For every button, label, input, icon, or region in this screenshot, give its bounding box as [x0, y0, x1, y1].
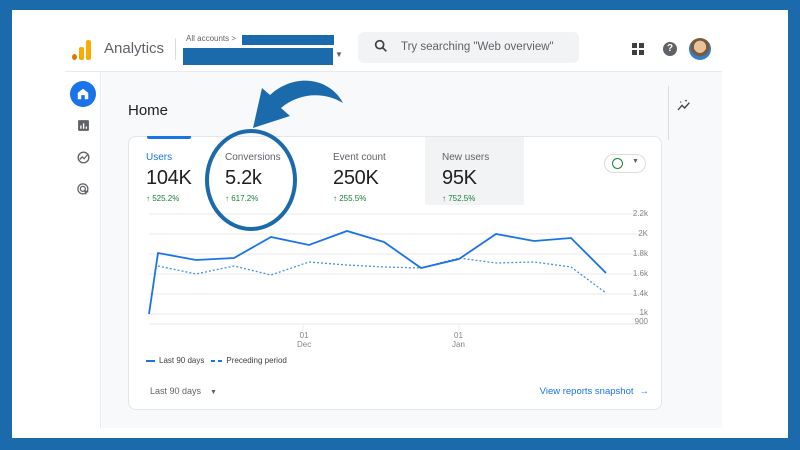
search-icon [374, 39, 387, 52]
metric-label: Users [146, 152, 173, 163]
y-tick: 2K [638, 229, 648, 238]
x-tick-month: Dec [297, 340, 312, 349]
home-icon [77, 88, 89, 100]
date-range-dropdown[interactable]: Last 90 days ▼ [150, 386, 217, 396]
legend-current: Last 90 days [159, 356, 205, 365]
metric-change: ↑ 752.5% [442, 194, 476, 203]
avatar[interactable] [689, 38, 711, 60]
legend-solid-line-icon [146, 359, 155, 362]
metric-value: 95K [442, 167, 477, 189]
metric-value: 250K [333, 167, 379, 189]
metric-change: ↑ 617.2% [225, 194, 259, 203]
view-reports-snapshot-link[interactable]: View reports snapshot → [540, 386, 649, 397]
x-tick-day: 01 [299, 331, 309, 340]
redacted-account-name [242, 35, 334, 45]
advertising-icon [76, 182, 89, 195]
x-tick-month: Jan [452, 340, 465, 349]
series-last-90-days [148, 230, 607, 315]
metric-label: Event count [333, 152, 386, 163]
apps-grid-icon[interactable] [632, 43, 644, 55]
snapshot-link-label: View reports snapshot [539, 386, 634, 397]
redacted-property-name [183, 48, 333, 65]
legend-dashed-line-icon [211, 359, 223, 362]
y-tick: 1.4k [632, 289, 648, 298]
comparison-toggle-button[interactable]: ▼ [604, 154, 646, 173]
metric-value: 5.2k [225, 167, 262, 189]
analytics-logo-icon[interactable] [72, 38, 92, 60]
help-icon[interactable]: ? [663, 42, 677, 56]
metric-tab-new-users[interactable]: New users 95K ↑ 752.5% [425, 137, 524, 205]
sidebar-item-advertising[interactable] [70, 176, 96, 202]
chevron-down-icon: ▼ [632, 158, 639, 165]
metric-tab-event-count[interactable]: Event count 250K ↑ 255.5% [316, 137, 424, 205]
sidebar-item-home[interactable] [70, 81, 96, 107]
metric-label: New users [442, 152, 490, 163]
app-name[interactable]: Analytics [104, 40, 165, 57]
y-tick: 1.8k [632, 249, 648, 258]
analytics-app: Analytics All accounts > A4 ▼ Try search… [65, 25, 722, 428]
series-preceding-period [157, 257, 607, 294]
arrow-right-icon: → [639, 386, 650, 397]
metric-change: ↑ 525.2% [146, 194, 180, 203]
x-tick-day: 01 [454, 331, 463, 340]
metric-value: 104K [146, 167, 192, 189]
x-tick-dec: 01 Dec [297, 331, 311, 349]
explore-icon [77, 151, 89, 163]
search-bar[interactable]: Try searching "Web overview" [358, 32, 579, 63]
date-range-label: Last 90 days [150, 386, 202, 396]
metric-tab-conversions[interactable]: Conversions 5.2k ↑ 617.2% [208, 137, 316, 205]
y-tick: 1k [639, 308, 648, 317]
page-title: Home [128, 102, 169, 119]
main-content: Home Users 104K ↑ 525.2% Conversions 5.2… [102, 72, 722, 428]
insights-divider [668, 86, 669, 140]
chevron-down-icon: ▼ [210, 389, 217, 396]
sidebar-item-explore[interactable] [70, 144, 96, 170]
y-tick: 1.6k [632, 269, 648, 278]
users-line-chart: 2.2k 2K 1.8k 1.6k 1.4k 1k 900 01 Dec 01 … [129, 207, 663, 357]
gridlines [149, 213, 647, 331]
search-placeholder: Try searching "Web overview" [401, 41, 554, 53]
check-circle-icon [612, 158, 623, 169]
breadcrumb[interactable]: All accounts > [186, 34, 237, 43]
active-metric-indicator [147, 136, 191, 139]
metric-change: ↑ 255.5% [333, 194, 367, 203]
metric-label: Conversions [225, 152, 281, 163]
legend-previous: Preceding period [226, 356, 287, 365]
y-tick: 2.2k [632, 209, 648, 218]
bar-chart-icon [77, 119, 89, 131]
x-tick-jan: 01 Jan [452, 331, 465, 349]
chart-plot [148, 213, 647, 331]
overview-card: Users 104K ↑ 525.2% Conversions 5.2k ↑ 6… [128, 136, 662, 410]
chart-legend: Last 90 days Preceding period [146, 356, 287, 365]
header-divider [175, 38, 176, 60]
left-nav-rail [65, 72, 101, 428]
metric-tab-users[interactable]: Users 104K ↑ 525.2% [129, 137, 217, 205]
top-header: Analytics All accounts > A4 ▼ Try search… [65, 25, 722, 72]
property-dropdown-caret-icon[interactable]: ▼ [335, 50, 343, 59]
sidebar-item-reports[interactable] [70, 112, 96, 138]
insights-icon[interactable] [676, 98, 692, 114]
y-tick: 900 [634, 317, 648, 326]
